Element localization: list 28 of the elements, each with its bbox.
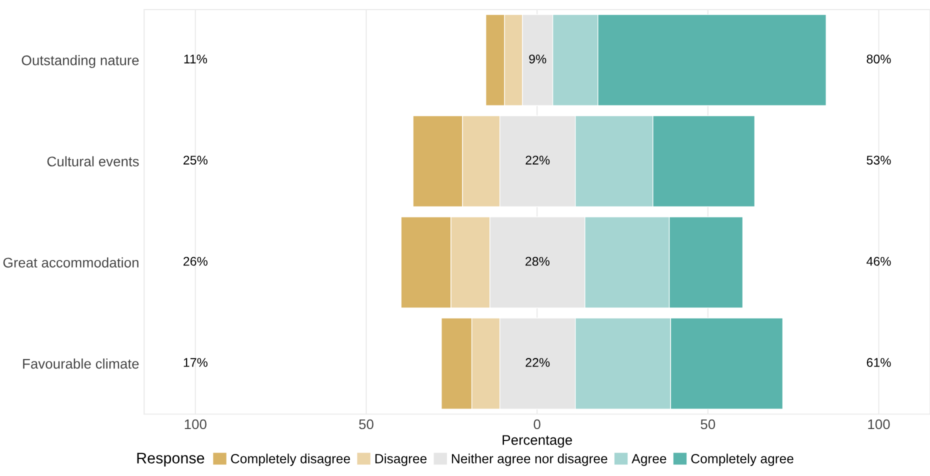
annotation: 25%: [184, 156, 208, 165]
x-tick-label: 100: [868, 419, 890, 430]
legend-label: Disagree: [375, 454, 427, 466]
data-label: 28%: [526, 256, 550, 266]
annotation: 61%: [866, 358, 891, 367]
annotation: 46%: [866, 256, 891, 266]
legend-label: Completely disagree: [230, 454, 350, 466]
y-tick-label: Outstanding nature: [22, 55, 139, 68]
annotation: 11%: [184, 54, 208, 64]
legend-title: Response: [137, 452, 204, 467]
annotation: 17%: [184, 358, 208, 367]
y-tick-label: Cultural events: [47, 156, 139, 166]
y-tick-label: Great accommodation: [3, 257, 138, 268]
data-label: 22%: [526, 156, 550, 165]
legend-label: Completely agree: [691, 454, 794, 466]
annotation: 26%: [184, 256, 208, 266]
data-label: 9%: [529, 54, 546, 64]
x-tick-label: 0: [534, 419, 540, 430]
legend-label: Neither agree nor disagree: [452, 454, 608, 466]
annotation: 53%: [866, 156, 891, 165]
x-tick-label: 100: [184, 419, 206, 430]
x-axis-title: Percentage: [502, 435, 572, 448]
legend-label: Agree: [632, 454, 666, 466]
data-label: 22%: [526, 358, 550, 367]
x-tick-label: 50: [359, 419, 374, 430]
annotation: 80%: [866, 54, 891, 64]
y-tick-label: Favourable climate: [23, 358, 139, 369]
x-tick-label: 50: [700, 419, 716, 430]
